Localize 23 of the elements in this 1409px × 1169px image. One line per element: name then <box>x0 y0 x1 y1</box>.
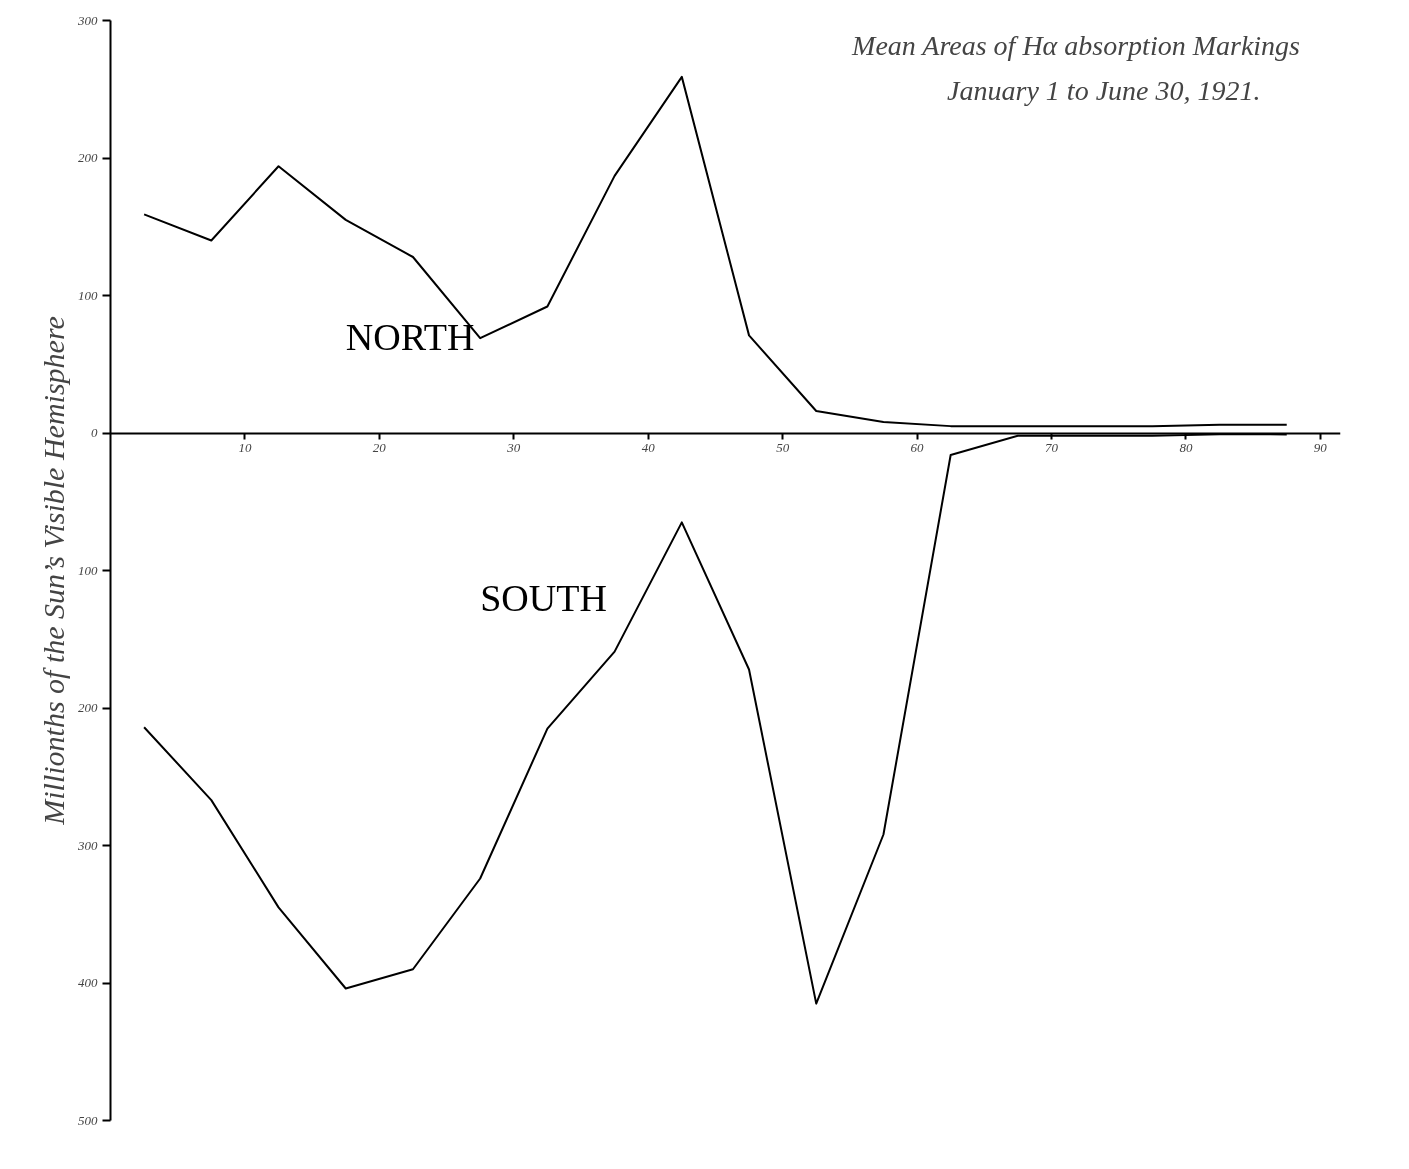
x-tick-label: 20 <box>372 440 387 455</box>
y-tick-label: 100 <box>78 562 98 578</box>
x-tick-label: 80 <box>1179 440 1193 455</box>
y-tick-label: 100 <box>78 287 98 303</box>
y-tick-label: 200 <box>78 700 98 715</box>
chart-title: Mean Areas of Hα absorption Markings <box>851 29 1301 61</box>
x-tick-label: 10 <box>238 440 252 455</box>
y-tick-label: 300 <box>77 12 98 28</box>
x-tick-label: 60 <box>910 440 925 455</box>
y-tick-label: 200 <box>78 150 98 165</box>
x-tick-label: 40 <box>641 440 656 455</box>
x-tick-label: 90 <box>1313 440 1328 455</box>
series-label: NORTH <box>345 316 475 359</box>
x-tick-label: 50 <box>776 440 790 455</box>
x-tick-label: 70 <box>1044 440 1059 455</box>
y-tick-label: 400 <box>78 975 98 990</box>
y-tick-label: 300 <box>77 837 98 853</box>
text: January 1 to June 30, 1921. <box>947 74 1261 106</box>
x-tick-label: 30 <box>506 440 521 455</box>
y-axis-title: Millionths of the Sun’s Visible Hemisphere <box>37 316 70 826</box>
y-tick-label: 0 <box>91 425 98 440</box>
series-label: SOUTH <box>480 576 607 619</box>
y-tick-label: 500 <box>78 1112 98 1128</box>
